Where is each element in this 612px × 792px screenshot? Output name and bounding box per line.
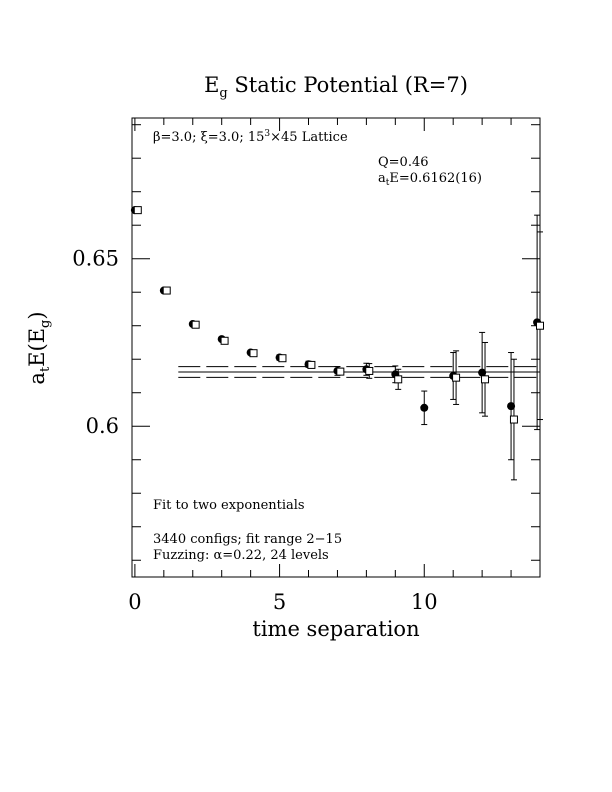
- x-tick-label: 10: [411, 590, 438, 614]
- data-point-square: [278, 354, 287, 363]
- chart-title-rest: Static Potential (R=7): [228, 73, 468, 97]
- q-annotation: Q=0.46: [378, 155, 429, 170]
- data-point-square: [452, 373, 461, 382]
- y-axis-label-t: t: [38, 366, 53, 372]
- data-point-square: [249, 349, 258, 358]
- y-axis-label-mid: E(E: [25, 328, 49, 367]
- fit-annotation-line2: 3440 configs; fit range 2−15: [153, 532, 342, 547]
- energy-annotation-t: t: [386, 178, 390, 188]
- data-point-square: [536, 321, 544, 330]
- fit-annotation-line1: Fit to two exponentials: [153, 498, 305, 513]
- data-point-square: [191, 320, 200, 329]
- data-point-square: [509, 415, 518, 424]
- energy-annotation-rest: E=0.6162(16): [389, 171, 482, 186]
- y-axis-label-g: g: [38, 320, 53, 328]
- energy-annotation-a: a: [378, 171, 386, 186]
- x-axis-label: time separation: [252, 617, 419, 641]
- data-point-circle: [507, 402, 516, 411]
- data-point-square: [133, 206, 142, 215]
- data-point-circle: [420, 403, 429, 412]
- x-tick-label: 0: [128, 590, 141, 614]
- data-point-circle: [478, 368, 487, 377]
- data-point-square: [336, 367, 345, 376]
- energy-annotation: atE=0.6162(16): [378, 171, 482, 188]
- chart-title-main: E: [204, 73, 219, 97]
- chart-title: Eg Static Potential (R=7): [204, 73, 468, 101]
- lattice-annotation: β=3.0; ξ=3.0; 153×45 Lattice: [153, 129, 348, 145]
- y-axis-label: atE(Eg): [25, 311, 53, 384]
- lattice-annotation-sup: 3: [264, 129, 270, 139]
- data-point-square: [162, 286, 171, 295]
- lattice-annotation-post: ×45 Lattice: [270, 130, 348, 145]
- fit-annotation-line3: Fuzzing: α=0.22, 24 levels: [153, 548, 329, 563]
- y-tick-label: 0.6: [86, 414, 119, 438]
- plot-area: 0 5 10 0.6 0.65: [72, 117, 544, 614]
- data-point-square: [365, 366, 374, 375]
- y-axis-label-end: ): [25, 311, 49, 319]
- data-point-square: [307, 360, 316, 369]
- chart-title-sub: g: [219, 86, 227, 101]
- x-tick-label: 5: [273, 590, 286, 614]
- data-point-square: [220, 336, 229, 345]
- data-point-square: [481, 375, 490, 384]
- data-point-square: [394, 375, 403, 384]
- y-tick-label: 0.65: [72, 247, 119, 271]
- y-axis-label-a: a: [25, 372, 49, 385]
- lattice-annotation-pre: β=3.0; ξ=3.0; 15: [153, 130, 264, 145]
